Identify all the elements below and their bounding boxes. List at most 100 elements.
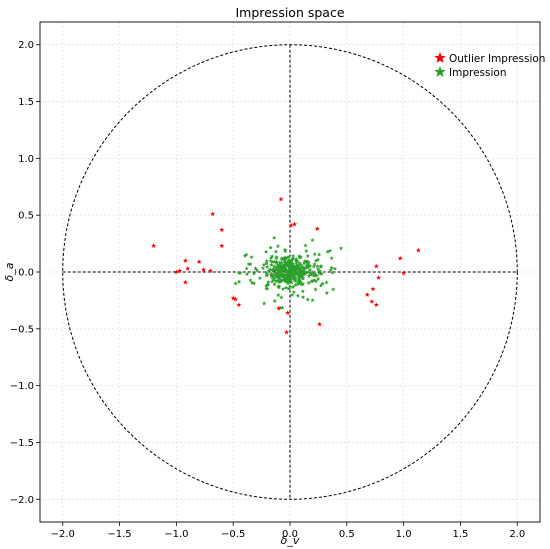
impression-point bbox=[281, 272, 286, 277]
impression-point bbox=[309, 279, 314, 284]
y-tick-label: 2.0 bbox=[18, 40, 34, 51]
x-tick-label: 1.5 bbox=[453, 529, 469, 540]
outlier-point bbox=[292, 221, 298, 227]
impression-point bbox=[298, 281, 303, 286]
impression-point bbox=[268, 245, 273, 250]
impression-point bbox=[332, 266, 338, 271]
outlier-point bbox=[373, 302, 379, 308]
impression-point bbox=[275, 262, 281, 268]
impression-point bbox=[310, 278, 316, 283]
legend-label-impression: Impression bbox=[449, 67, 506, 79]
impression-point bbox=[298, 262, 303, 267]
outlier-point bbox=[185, 265, 191, 271]
impression-point bbox=[303, 259, 309, 264]
impression-point bbox=[276, 292, 281, 297]
impression-point bbox=[264, 286, 270, 291]
impression-point bbox=[272, 298, 277, 303]
impression-point bbox=[315, 267, 321, 272]
impression-point bbox=[288, 284, 293, 289]
outlier-point bbox=[182, 279, 188, 285]
impression-point bbox=[297, 267, 302, 272]
outlier-point bbox=[314, 226, 320, 231]
impression-point bbox=[293, 275, 298, 280]
impression-point bbox=[285, 262, 290, 267]
outlier-point bbox=[364, 292, 370, 297]
impression-point bbox=[260, 265, 266, 270]
impression-point bbox=[282, 265, 287, 270]
impression-point bbox=[301, 269, 307, 274]
impression-point bbox=[278, 272, 283, 277]
impression-point bbox=[315, 264, 320, 269]
impression-point bbox=[277, 278, 283, 283]
impression-point bbox=[280, 273, 285, 278]
impression-point bbox=[280, 264, 285, 269]
impression-point bbox=[286, 258, 291, 263]
impression-point bbox=[297, 272, 303, 277]
impression-point bbox=[306, 280, 311, 285]
impression-point bbox=[292, 266, 298, 271]
impression-point bbox=[305, 297, 310, 302]
impression-point bbox=[279, 260, 285, 265]
impression-point bbox=[338, 245, 344, 251]
impression-point bbox=[294, 264, 300, 269]
impression-point bbox=[288, 278, 294, 283]
impression-point bbox=[270, 267, 276, 272]
impression-point bbox=[249, 280, 255, 285]
impression-point bbox=[284, 267, 289, 272]
outlier-point bbox=[173, 269, 179, 275]
impression-point bbox=[285, 255, 290, 260]
impression-point bbox=[266, 279, 271, 285]
impression-point bbox=[295, 263, 300, 268]
impression-point bbox=[279, 295, 284, 300]
outlier-point bbox=[210, 211, 216, 217]
impression-point bbox=[295, 258, 300, 264]
impression-point bbox=[299, 282, 304, 287]
impression-point bbox=[296, 266, 301, 272]
impression-point bbox=[275, 270, 281, 275]
impression-point bbox=[283, 262, 288, 267]
impression-point bbox=[289, 280, 294, 285]
x-tick-label: −1.0 bbox=[164, 529, 188, 540]
outlier-point bbox=[376, 275, 382, 280]
impression-point bbox=[296, 275, 302, 280]
impression-point bbox=[305, 253, 310, 258]
impression-point bbox=[281, 263, 286, 268]
impression-point bbox=[296, 277, 301, 282]
impression-point bbox=[289, 264, 294, 269]
impression-point bbox=[310, 269, 315, 274]
impression-point bbox=[317, 271, 322, 276]
y-tick-label: 1.0 bbox=[18, 154, 34, 165]
impression-point bbox=[269, 254, 275, 259]
outlier-point bbox=[369, 298, 375, 304]
impression-point bbox=[312, 251, 317, 257]
impression-point bbox=[274, 273, 279, 278]
impression-point bbox=[313, 278, 319, 284]
impression-point bbox=[287, 257, 292, 263]
impression-point bbox=[304, 248, 309, 253]
impression-point bbox=[315, 257, 321, 262]
impression-point bbox=[297, 260, 302, 266]
impression-point bbox=[297, 253, 302, 259]
impression-point bbox=[283, 279, 288, 284]
outlier-point bbox=[276, 305, 282, 311]
impression-point bbox=[261, 262, 267, 267]
impression-point bbox=[315, 276, 321, 281]
impression-point bbox=[302, 265, 307, 271]
impression-point bbox=[286, 286, 292, 291]
impression-point bbox=[248, 277, 253, 283]
impression-point bbox=[310, 237, 315, 243]
impression-point bbox=[242, 253, 248, 258]
impression-point bbox=[286, 270, 291, 276]
impression-point bbox=[274, 255, 279, 260]
impression-point bbox=[312, 272, 318, 277]
impression-point bbox=[294, 262, 299, 267]
impression-point bbox=[295, 280, 301, 285]
outlier-point bbox=[370, 286, 376, 292]
impression-point bbox=[287, 261, 293, 266]
impression-point bbox=[297, 277, 302, 283]
impression-point bbox=[249, 254, 254, 260]
impression-point bbox=[311, 264, 316, 269]
impression-point bbox=[306, 263, 312, 268]
impression-point bbox=[311, 277, 317, 283]
outlier-point bbox=[177, 268, 183, 273]
